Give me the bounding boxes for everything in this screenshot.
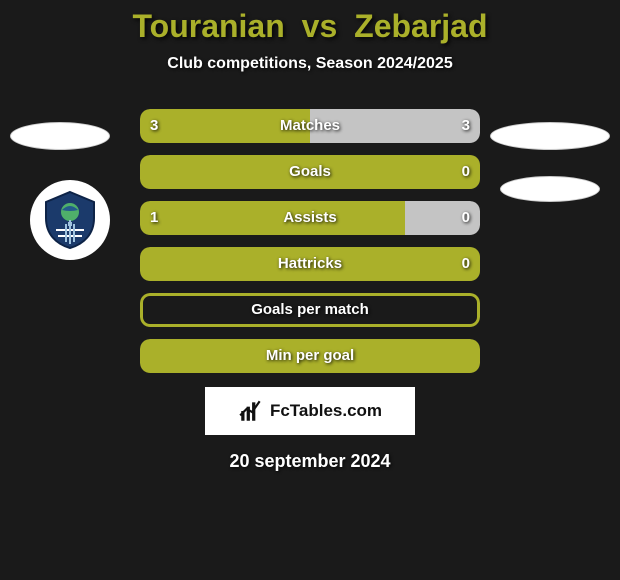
stat-row-min-per-goal: Min per goal — [140, 339, 480, 373]
comparison-stage: Matches33Goals0Assists10Hattricks0Goals … — [0, 109, 620, 379]
subtitle: Club competitions, Season 2024/2025 — [0, 55, 620, 73]
stat-row-goals: Goals0 — [140, 155, 480, 189]
club-right-badge-placeholder — [500, 176, 600, 202]
chart-icon — [238, 398, 264, 424]
stat-value-right: 0 — [462, 201, 470, 235]
player-left-photo-placeholder — [10, 122, 110, 150]
player-right-photo-placeholder — [490, 122, 610, 150]
stat-value-left: 1 — [150, 201, 158, 235]
title-vs: vs — [302, 8, 338, 44]
stat-bars: Matches33Goals0Assists10Hattricks0Goals … — [140, 109, 480, 385]
footer-branding: FcTables.com — [205, 387, 415, 435]
player-right-name: Zebarjad — [354, 8, 487, 44]
comparison-title: Touranian vs Zebarjad — [0, 0, 620, 45]
stat-label: Goals per match — [140, 293, 480, 327]
stat-value-left: 3 — [150, 109, 158, 143]
stat-label: Min per goal — [140, 339, 480, 373]
stat-row-goals-per-match: Goals per match — [140, 293, 480, 327]
stat-value-right: 3 — [462, 109, 470, 143]
stat-row-matches: Matches3 3 — [140, 109, 480, 143]
stat-value-right: 0 — [462, 247, 470, 281]
stat-row-assists: Assists1 0 — [140, 201, 480, 235]
stat-row-hattricks: Hattricks0 — [140, 247, 480, 281]
stat-value-right: 0 — [462, 155, 470, 189]
stat-label: Assists — [140, 201, 480, 235]
stat-label: Hattricks — [140, 247, 480, 281]
player-left-name: Touranian — [132, 8, 284, 44]
club-crest-icon — [38, 188, 102, 252]
stat-label: Matches — [140, 109, 480, 143]
stat-label: Goals — [140, 155, 480, 189]
club-left-badge — [30, 180, 110, 260]
footer-date: 20 september 2024 — [0, 451, 620, 472]
footer-brand-text: FcTables.com — [270, 401, 382, 421]
